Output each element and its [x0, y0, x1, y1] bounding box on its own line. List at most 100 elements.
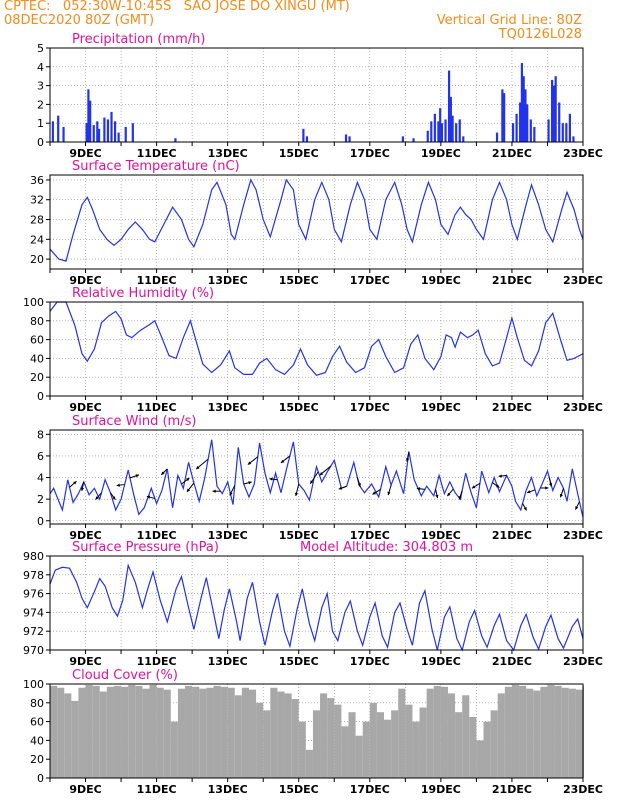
cloud-cover-ytick-label: 100	[23, 678, 44, 691]
cloud-cover-xtick-label: 15DEC	[279, 783, 319, 796]
wind-arrow-head	[280, 459, 285, 463]
cloud-cover-bar	[227, 687, 235, 778]
temperature-ytick-label: 20	[30, 253, 44, 266]
precipitation-bar	[302, 128, 305, 142]
cloud-cover-bar	[192, 686, 200, 778]
cloud-cover-bar	[284, 693, 292, 778]
precipitation-bar	[501, 89, 504, 142]
wind-xtick-label: 15DEC	[279, 529, 319, 542]
precipitation-ytick-label: 2	[37, 98, 44, 111]
cloud-cover-bar	[341, 726, 349, 778]
header-right-line2: TQ0126L028	[498, 27, 582, 42]
wind-arrow-head	[161, 471, 165, 475]
pressure-xtick-label: 23DEC	[563, 655, 603, 668]
temperature-xtick-label: 19DEC	[421, 274, 461, 287]
pressure-xtick-label: 17DEC	[350, 655, 390, 668]
wind-arrow-head	[80, 487, 85, 491]
precipitation-bar	[444, 119, 447, 142]
wind-arrow-head	[116, 483, 120, 487]
precipitation-bar	[440, 123, 444, 142]
precipitation-bar	[110, 111, 113, 142]
humidity-frame	[49, 301, 584, 397]
cloud-cover-bar	[440, 686, 448, 778]
cloud-cover-bar	[426, 688, 434, 778]
wind-arrow-head	[545, 486, 549, 490]
cloud-cover-bar	[320, 693, 328, 778]
temperature-title: Surface Temperature (nC)	[72, 159, 240, 174]
temperature-xtick-label: 15DEC	[279, 274, 319, 287]
temperature-xtick-label: 21DEC	[492, 274, 532, 287]
cloud-cover-bar	[156, 687, 164, 778]
humidity-xtick-label: 11DEC	[137, 401, 177, 414]
pressure-xtick-label: 21DEC	[492, 655, 532, 668]
precipitation-bar	[458, 119, 461, 142]
wind-arrow-head	[405, 458, 410, 462]
temperature-xtick-label: 9DEC	[69, 274, 101, 287]
precipitation-bar	[96, 121, 99, 142]
wind-arrow-head	[135, 474, 139, 478]
wind-arrow-head	[319, 471, 324, 476]
precipitation-ytick-label: 3	[37, 80, 44, 93]
precipitation-bar	[131, 123, 134, 142]
wind-xtick-label: 17DEC	[350, 529, 390, 542]
wind-ytick-label: 4	[37, 472, 44, 485]
cloud-cover-bar	[50, 685, 58, 778]
pressure-subtitle: Model Altitude: 304.803 m	[300, 540, 473, 555]
precipitation-bar	[348, 136, 351, 142]
temperature-xtick-label: 23DEC	[563, 274, 603, 287]
wind-series-line	[49, 439, 584, 518]
precipitation-bar	[87, 89, 90, 142]
cloud-cover-bar	[469, 716, 477, 778]
precipitation-bar	[124, 126, 127, 142]
cloud-cover-bar	[270, 687, 278, 778]
cloud-cover-bar	[71, 700, 79, 778]
humidity-ytick-label: 20	[30, 371, 44, 384]
wind-arrow-head	[112, 496, 116, 500]
cloud-cover-ytick-label: 20	[30, 753, 44, 766]
cloud-cover-frame	[49, 683, 584, 779]
precipitation-bar	[439, 108, 442, 142]
humidity-xtick-label: 17DEC	[350, 401, 390, 414]
precipitation-bar	[62, 126, 65, 142]
cloud-cover-bar	[334, 704, 342, 778]
pressure-frame	[49, 555, 584, 651]
cloud-cover-bar	[554, 685, 562, 778]
precipitation-bar	[520, 63, 524, 142]
cloud-cover-xtick-label: 21DEC	[492, 783, 532, 796]
cloud-cover-bar	[348, 712, 356, 778]
cloud-cover-bar	[64, 693, 72, 778]
cloud-cover-bar	[476, 740, 484, 778]
temperature-xtick-label: 11DEC	[137, 274, 177, 287]
pressure-ytick-label: 974	[23, 606, 44, 619]
wind-arrow-head	[523, 506, 527, 511]
cloud-cover-bar	[575, 689, 583, 778]
cloud-cover-bar	[170, 721, 178, 778]
humidity-series-line	[49, 301, 584, 376]
precipitation-ytick-label: 0	[37, 136, 44, 149]
cloud-cover-bar	[362, 721, 370, 778]
pressure-xtick-label: 9DEC	[69, 655, 101, 668]
humidity-ytick-label: 40	[30, 352, 44, 365]
temperature-ytick-label: 36	[30, 174, 44, 187]
humidity-ytick-label: 80	[30, 315, 44, 328]
precipitation-ytick-label: 5	[37, 42, 44, 55]
cloud-cover-bar	[376, 712, 385, 778]
cloud-cover-ytick-label: 60	[30, 716, 44, 729]
cloud-cover-bar	[241, 687, 249, 778]
cloud-cover-bar	[199, 688, 207, 778]
precipitation-xtick-label: 13DEC	[208, 147, 248, 160]
header-left-line1: CPTEC: 052:30W-10:45S SAO JOSE DO XINGU …	[4, 0, 350, 14]
wind-ytick-label: 8	[37, 428, 44, 441]
precipitation-xtick-label: 17DEC	[350, 147, 390, 160]
wind-arrow-head	[357, 483, 361, 487]
cloud-cover-bar	[106, 686, 114, 778]
precipitation-bar	[462, 136, 465, 142]
wind-arrow-head	[435, 494, 439, 499]
cloud-cover-xtick-label: 17DEC	[350, 783, 390, 796]
cloud-cover-title: Cloud Cover (%)	[72, 668, 178, 683]
precipitation-bar	[97, 128, 101, 142]
cloud-cover-ytick-label: 40	[30, 734, 44, 747]
precipitation-xtick-label: 15DEC	[279, 147, 319, 160]
humidity-xtick-label: 23DEC	[563, 401, 603, 414]
wind-xtick-label: 23DEC	[563, 529, 603, 542]
